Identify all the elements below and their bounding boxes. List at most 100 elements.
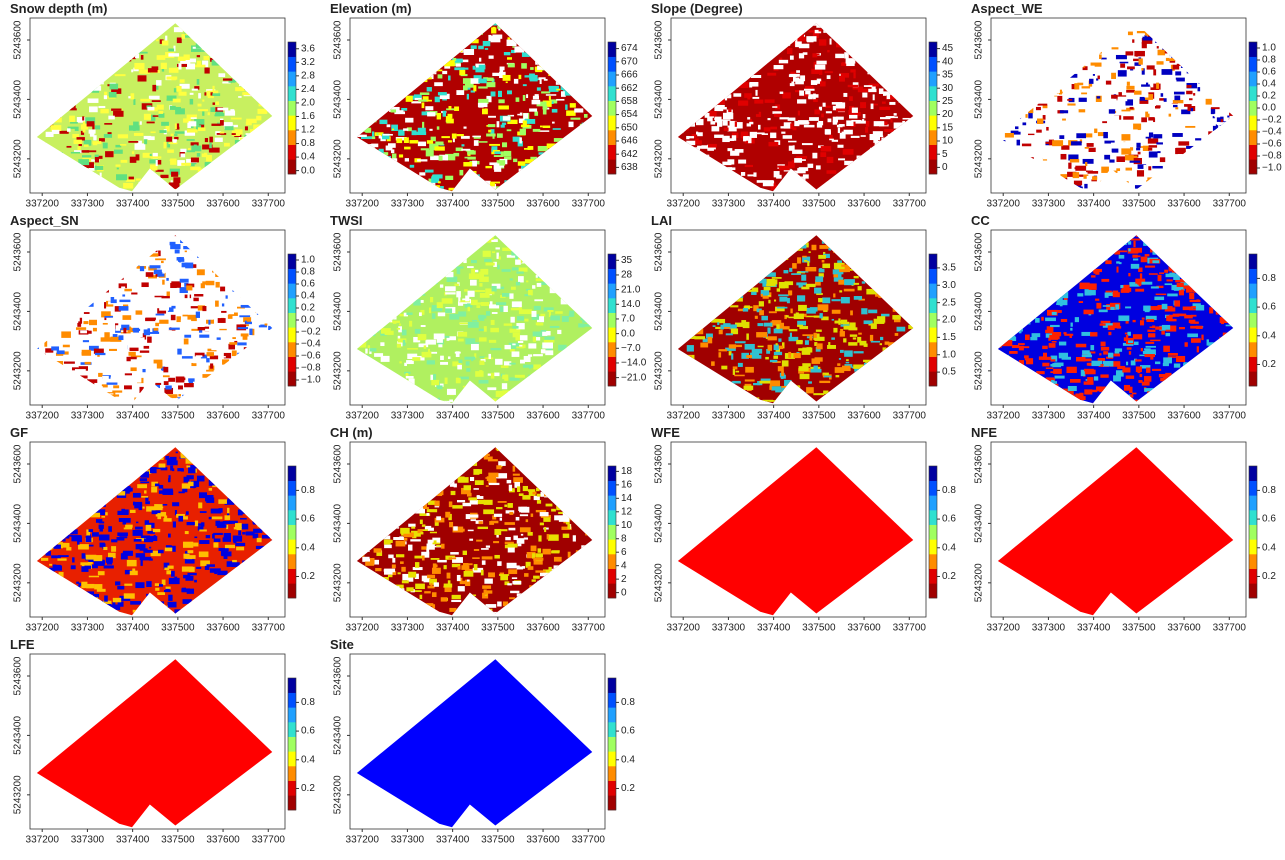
panel-title: Elevation (m) — [330, 1, 412, 16]
map-cell — [92, 281, 99, 284]
map-cell — [860, 158, 870, 161]
map-cell — [82, 177, 93, 179]
map-cell — [128, 257, 138, 263]
map-cell — [436, 242, 446, 247]
map-cell — [572, 136, 581, 142]
map-cell — [192, 392, 196, 397]
colorbar-tick-label: 0.0 — [1262, 103, 1276, 114]
map-cell — [228, 152, 234, 158]
map-cell — [687, 345, 694, 351]
map-cell — [676, 286, 686, 289]
map-cell — [423, 77, 432, 79]
map-cell — [263, 370, 272, 373]
map-cell — [56, 361, 63, 367]
map-cell — [909, 157, 915, 161]
map-cell — [748, 182, 750, 185]
x-tick-label: 337300 — [71, 411, 105, 422]
map-cell — [270, 267, 277, 273]
map-cell — [277, 132, 283, 136]
map-cell — [250, 251, 252, 253]
map-cell — [1065, 30, 1070, 34]
map-cell — [829, 18, 834, 22]
map-cell — [260, 153, 267, 157]
x-tick-label: 337300 — [391, 411, 425, 422]
map-cell — [158, 111, 163, 114]
map-cell — [1149, 125, 1156, 131]
map-cell — [216, 101, 219, 105]
map-cell — [536, 382, 541, 388]
map-cell — [176, 86, 181, 92]
map-cell — [1045, 32, 1050, 34]
colorbar-segment — [288, 57, 296, 72]
map-cell — [1169, 53, 1171, 58]
colorbar-segment — [288, 42, 296, 57]
map-cell — [594, 91, 602, 95]
map-cell — [405, 158, 409, 161]
map-cell — [1149, 145, 1157, 147]
map-cell — [59, 232, 67, 234]
map-cell — [205, 138, 208, 142]
map-cell — [169, 235, 174, 241]
map-cell — [595, 139, 597, 145]
map-cell — [895, 67, 900, 69]
map-cell — [578, 135, 583, 141]
map-cell — [139, 31, 141, 37]
map-cell — [911, 51, 916, 55]
map-cell — [447, 277, 458, 283]
map-cell — [1097, 115, 1105, 121]
map-cell — [1234, 159, 1241, 165]
map-cell — [266, 333, 269, 337]
map-cell — [276, 309, 283, 315]
map-cell — [467, 390, 477, 395]
map-cell — [374, 79, 380, 81]
map-cell — [354, 299, 358, 303]
map-cell — [435, 97, 440, 103]
map-cell — [728, 280, 732, 284]
map-cell — [1224, 54, 1229, 58]
map-cell — [225, 39, 229, 45]
map-cell — [869, 38, 872, 42]
map-cell — [222, 42, 232, 48]
map-cell — [264, 350, 275, 356]
map-cell — [32, 232, 37, 234]
map-cell — [81, 81, 83, 86]
map-cell — [740, 47, 750, 50]
map-cell — [589, 293, 597, 295]
map-cell — [914, 253, 921, 259]
map-cell — [515, 392, 521, 397]
map-cell — [796, 70, 800, 73]
map-cell — [461, 179, 469, 184]
map-cell — [45, 304, 52, 306]
map-cell — [1169, 39, 1175, 42]
map-cell — [677, 239, 680, 244]
map-cell — [789, 329, 798, 331]
map-cell — [1057, 96, 1062, 102]
map-cell — [124, 385, 132, 389]
colorbar-segment — [288, 145, 296, 160]
map-cell — [502, 123, 506, 125]
map-cell — [100, 20, 104, 22]
map-cell — [458, 339, 464, 342]
map-cell — [1173, 100, 1183, 103]
map-cell — [433, 252, 438, 255]
map-cell — [879, 52, 888, 57]
map-cell — [897, 327, 906, 332]
map-cell — [716, 91, 723, 94]
map-cell — [199, 185, 201, 187]
map-cell — [406, 313, 412, 315]
map-cell — [1125, 51, 1133, 55]
map-cell — [244, 78, 248, 81]
map-cell — [684, 263, 693, 267]
panel-title: TWSI — [330, 213, 363, 228]
map-cell — [1021, 72, 1030, 77]
map-cell — [220, 132, 224, 134]
map-cell — [1234, 21, 1238, 26]
map-cell — [1213, 143, 1224, 147]
map-cell — [483, 251, 491, 257]
map-cell — [1033, 57, 1040, 59]
map-cell — [459, 182, 462, 185]
map-cell — [417, 76, 424, 81]
colorbar-tick-label: 0.6 — [1262, 67, 1276, 78]
map-cell — [917, 109, 925, 114]
map-cell — [91, 76, 99, 82]
